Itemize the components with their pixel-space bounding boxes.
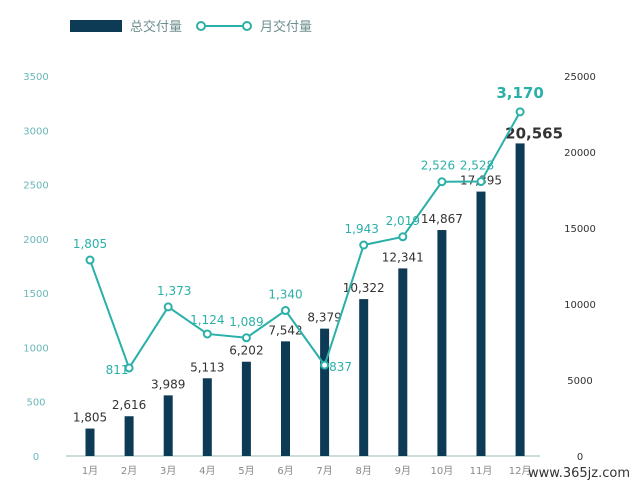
legend-line-label: 月交付量 (260, 20, 313, 35)
line-point (437, 177, 447, 187)
line-point (124, 363, 134, 373)
x-tick-label: 8月 (356, 465, 372, 477)
bar (281, 341, 290, 456)
line-series: 1,805 811 1,373 1,124 1,089 1,340 837 1,943 2,01… (73, 84, 544, 377)
bar (359, 299, 369, 456)
line-point (85, 255, 95, 265)
right-tick-label: 15000 (564, 224, 596, 235)
x-tick-label: 6月 (277, 465, 293, 477)
line-value-label: 1,340 (268, 288, 302, 302)
line-value-label: 811 (106, 363, 129, 377)
x-tick-label: 10月 (431, 465, 454, 477)
bar-value-label: 8,379 (307, 311, 341, 325)
line-value-label: 1,089 (229, 315, 263, 329)
left-y-axis: 0 500 1000 1500 2000 2500 3000 3500 (23, 72, 48, 463)
line-value-label: 2,019 (386, 214, 420, 228)
bar (398, 268, 408, 456)
x-tick-label: 2月 (121, 465, 137, 477)
bar-value-label: 12,341 (382, 250, 424, 264)
right-tick-label: 10000 (564, 300, 596, 311)
line-value-label: 837 (329, 360, 352, 374)
left-tick-label: 1500 (23, 289, 48, 300)
legend-bar-label: 总交付量 (130, 20, 183, 35)
line-point (398, 232, 408, 242)
bar-value-label: 10,322 (343, 281, 385, 295)
x-tick-label: 11月 (470, 465, 493, 477)
right-tick-label: 25000 (564, 72, 596, 83)
x-tick-label: 7月 (316, 465, 332, 477)
line-point (515, 107, 525, 117)
left-tick-label: 0 (33, 452, 39, 463)
line-point (241, 333, 251, 343)
x-tick-label: 5月 (238, 465, 254, 477)
watermark: www.365jz.com (528, 466, 630, 481)
bar (476, 191, 486, 456)
bar-value-label: 7,542 (268, 323, 302, 337)
bar-value-label: 3,989 (151, 377, 185, 391)
legend-item-total: 总交付量 (70, 16, 182, 35)
line-point (359, 240, 369, 250)
bar-series: 1,805 2,616 3,989 5,113 6,202 7,542 8,379 10,32… (73, 124, 563, 457)
bar (163, 395, 173, 456)
line-point (320, 360, 330, 370)
legend-bar-swatch (70, 19, 122, 32)
bar-value-label: 20,565 (505, 124, 563, 142)
left-tick-label: 3000 (23, 126, 48, 137)
x-axis: 1月 2月 3月 4月 5月 6月 7月 8月 9月 10月 11月 12月 (66, 455, 540, 477)
left-tick-label: 3500 (23, 72, 48, 83)
right-y-axis: 0 5000 10000 15000 20000 25000 (564, 72, 596, 463)
legend: 总交付量 月交付量 (70, 16, 312, 35)
line-value-label: 1,373 (157, 284, 191, 298)
bar-value-label: 2,616 (112, 398, 146, 412)
line-value-label: 2,528 (460, 159, 494, 173)
line-value-label: 1,124 (190, 313, 224, 327)
bar (437, 230, 447, 456)
line-value-label: 1,943 (345, 222, 379, 236)
x-tick-label: 12月 (509, 465, 532, 477)
line-value-label: 1,805 (73, 237, 107, 251)
left-tick-label: 500 (26, 398, 45, 409)
right-tick-label: 20000 (564, 148, 596, 159)
right-tick-label: 5000 (567, 376, 592, 387)
left-tick-label: 2000 (23, 235, 48, 246)
line-point (163, 302, 173, 312)
bar (202, 378, 212, 456)
right-tick-label: 0 (577, 452, 583, 463)
line-point (202, 329, 212, 339)
left-tick-label: 1000 (23, 343, 48, 354)
x-tick-label: 3月 (160, 465, 176, 477)
bar-value-label: 5,113 (190, 360, 224, 374)
legend-item-monthly: 月交付量 (196, 16, 312, 35)
line-value-label: 2,526 (421, 159, 455, 173)
bar (85, 428, 95, 456)
bar (515, 143, 525, 457)
x-tick-label: 1月 (82, 465, 98, 477)
line-path (89, 111, 521, 371)
legend-line-swatch (196, 20, 253, 31)
line-point (476, 177, 486, 187)
line-point (281, 306, 290, 316)
x-tick-label: 9月 (395, 465, 411, 477)
left-tick-label: 2500 (23, 181, 48, 192)
bar-value-label: 1,805 (73, 411, 107, 425)
bar (320, 328, 330, 456)
bar-value-label: 6,202 (229, 344, 263, 358)
bar-value-label: 14,867 (421, 212, 463, 226)
x-tick-label: 4月 (199, 465, 215, 477)
bar (241, 361, 251, 456)
bar (124, 416, 134, 456)
line-value-label: 3,170 (496, 84, 543, 102)
